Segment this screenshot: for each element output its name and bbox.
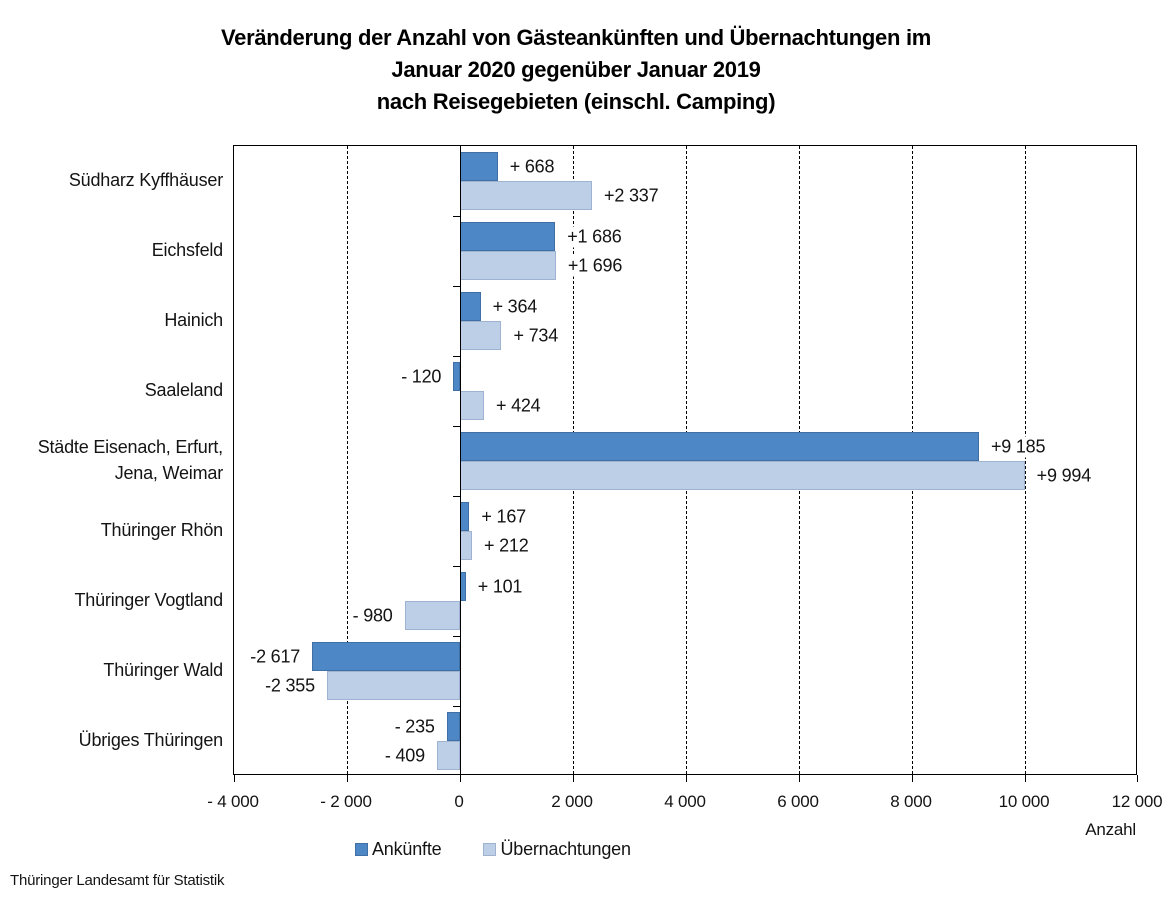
zero-axis-line (460, 146, 461, 774)
x-axis-tick (1025, 775, 1026, 782)
category-label: Südharz Kyffhäuser (68, 170, 223, 190)
bar-value-label: +1 696 (564, 255, 626, 276)
zero-axis-tick (453, 496, 460, 497)
category-label: Eichsfeld (151, 240, 223, 260)
bar-uebernachtungen (460, 321, 502, 350)
zero-axis-tick (453, 636, 460, 637)
category-label: Thüringer Vogtland (74, 590, 223, 610)
x-tick-label: 12 000 (1111, 792, 1163, 811)
x-tick-label: - 4 000 (207, 792, 259, 811)
legend-swatch-ankuenfte (355, 843, 368, 856)
gridline (347, 146, 348, 774)
bar-ankuenfte (460, 152, 498, 181)
bar-ankuenfte (446, 712, 460, 741)
legend-swatch-uebernachtungen (483, 843, 497, 856)
bar-value-label: - 980 (349, 605, 396, 626)
gridline (1025, 146, 1026, 774)
bar-value-label: + 668 (506, 156, 558, 177)
bar-ankuenfte (460, 292, 481, 321)
chart-title-line2: Januar 2020 gegenüber Januar 2019 (391, 57, 761, 82)
bar-value-label: + 212 (480, 535, 532, 556)
legend-label-ankuenfte: Ankünfte (372, 839, 442, 859)
chart-title: Veränderung der Anzahl von Gästeankünfte… (10, 22, 1142, 118)
bar-value-label: +2 337 (601, 185, 662, 206)
x-tick-label: 6 000 (777, 792, 819, 811)
category-label: Hainich (164, 310, 223, 330)
bar-uebernachtungen (436, 741, 460, 770)
zero-axis-tick (453, 426, 460, 427)
bar-uebernachtungen (460, 461, 1025, 490)
x-tick-label: 0 (454, 792, 464, 811)
zero-axis-tick (453, 566, 460, 567)
zero-axis-tick (453, 706, 460, 707)
bar-value-label: - 235 (391, 716, 438, 737)
bar-uebernachtungen (460, 531, 472, 560)
bar-value-label: - 409 (381, 745, 428, 766)
x-axis-tick (234, 775, 235, 782)
x-axis-tick (460, 775, 461, 782)
x-axis-tick (686, 775, 687, 782)
x-axis-tick (912, 775, 913, 782)
category-label: Thüringer Rhön (100, 520, 223, 540)
bar-value-label: +9 185 (987, 436, 1049, 457)
bar-value-label: -2 355 (262, 675, 318, 696)
x-tick-label: - 2 000 (320, 792, 372, 811)
bar-value-label: + 167 (478, 506, 529, 527)
bar-ankuenfte (312, 642, 460, 671)
bar-value-label: + 424 (492, 395, 544, 416)
source-attribution: Thüringer Landesamt für Statistik (10, 872, 225, 889)
bar-uebernachtungen (326, 671, 460, 700)
chart-title-line1: Veränderung der Anzahl von Gästeankünfte… (220, 25, 932, 50)
x-tick-label: 4 000 (664, 792, 706, 811)
bar-ankuenfte (460, 222, 556, 251)
y-axis-labels: Südharz Kyffhäuser Eichsfeld Hainich Saalel… (0, 145, 224, 775)
x-tick-label: 8 000 (890, 792, 932, 811)
bar-value-label: -2 617 (247, 646, 304, 667)
bar-value-label: + 734 (510, 325, 562, 346)
bar-ankuenfte (460, 432, 979, 461)
legend-label-uebernachtungen: Übernachtungen (500, 839, 631, 859)
category-label: Städte Eisenach, Erfurt, Jena, Weimar (37, 437, 224, 483)
bar-value-label: - 120 (398, 366, 445, 387)
bar-uebernachtungen (460, 251, 556, 280)
bar-value-label: +1 686 (564, 226, 625, 247)
zero-axis-tick (453, 286, 460, 287)
x-axis-tick (799, 775, 800, 782)
bar-value-label: +9 994 (1033, 465, 1095, 486)
x-tick-label: 2 000 (551, 792, 593, 811)
bar-uebernachtungen (404, 601, 460, 630)
bar-uebernachtungen (460, 391, 484, 420)
zero-axis-tick (453, 216, 460, 217)
x-axis-tick (1137, 775, 1138, 782)
plot-area: + 668 +1 686 + 364 - 120 +9 185 + 167 + 101 -2 … (233, 145, 1138, 782)
x-axis-labels: - 4 000 - 2 000 0 2 000 4 000 6 000 8 000 10 00… (207, 792, 1162, 816)
category-label: Übriges Thüringen (78, 730, 224, 750)
bar-uebernachtungen (460, 181, 593, 210)
bar-value-label: + 101 (474, 576, 526, 597)
category-label: Saaleland (144, 380, 223, 400)
x-axis-tick (573, 775, 574, 782)
x-axis-tick (347, 775, 348, 782)
category-label: Thüringer Wald (103, 660, 223, 680)
bar-ankuenfte (453, 362, 460, 391)
legend: Ankünfte Übernachtungen (355, 839, 631, 860)
bar-ankuenfte (460, 502, 470, 531)
bar-value-label: + 364 (489, 296, 541, 317)
x-tick-label: 10 000 (998, 792, 1050, 811)
chart-title-line3: nach Reisegebieten (einschl. Camping) (376, 89, 776, 114)
x-axis-unit-label: Anzahl (1085, 820, 1136, 839)
zero-axis-tick (453, 356, 460, 357)
